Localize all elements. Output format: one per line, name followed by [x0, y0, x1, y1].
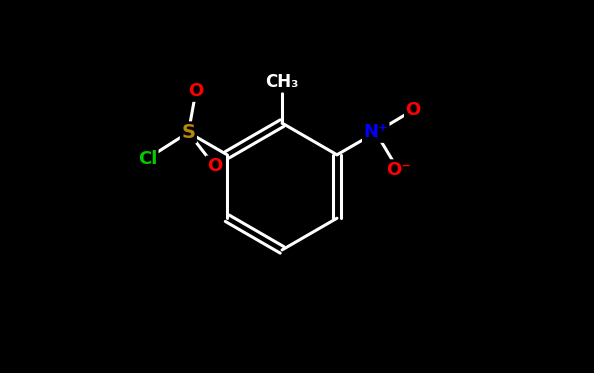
Text: O⁻: O⁻	[386, 161, 410, 179]
Text: N⁺: N⁺	[364, 123, 388, 141]
Text: Cl: Cl	[138, 150, 157, 167]
Text: S: S	[181, 123, 195, 142]
Text: O: O	[188, 82, 204, 100]
Text: O: O	[406, 101, 421, 119]
Text: CH₃: CH₃	[266, 73, 299, 91]
Text: O: O	[207, 157, 222, 175]
